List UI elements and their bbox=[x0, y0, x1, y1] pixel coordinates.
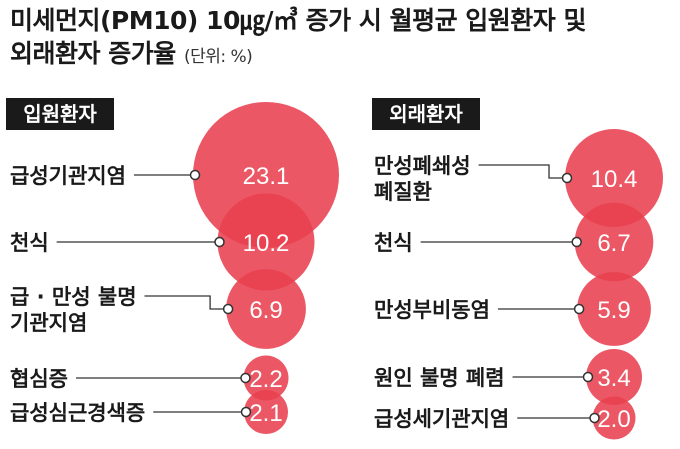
value-label: 6.7 bbox=[597, 230, 630, 257]
category-label: 만성부비동염 bbox=[374, 298, 490, 322]
title-line-2-text: 외래환자 증가율 bbox=[10, 39, 176, 68]
title-line-1: 미세먼지(PM10) 10㎍/㎥ 증가 시 월평균 입원환자 및 bbox=[10, 6, 587, 35]
panel-badge bbox=[6, 98, 114, 130]
leader-dot bbox=[561, 172, 573, 184]
title-line-2: 외래환자 증가율 (단위: %) bbox=[10, 37, 675, 74]
category-label: 급 · 만성 불명 bbox=[10, 285, 137, 309]
bubble bbox=[244, 390, 288, 434]
leader-line bbox=[144, 295, 229, 310]
bubble bbox=[226, 269, 306, 349]
bubble bbox=[243, 355, 289, 401]
value-label: 3.4 bbox=[597, 365, 630, 392]
value-label: 2.1 bbox=[249, 400, 282, 427]
panel-badge bbox=[372, 98, 480, 130]
leader-dot bbox=[222, 303, 234, 315]
unit-label: (단위: %) bbox=[183, 47, 253, 67]
value-label: 2.0 bbox=[597, 406, 630, 433]
leader-dot bbox=[189, 169, 201, 181]
category-label: 급성심근경색증 bbox=[10, 401, 145, 425]
bubble bbox=[577, 272, 651, 346]
bubble bbox=[586, 349, 642, 405]
leader-line bbox=[478, 164, 568, 179]
leader-dot bbox=[240, 406, 252, 418]
category-label: 급성세기관지염 bbox=[374, 407, 509, 431]
category-label: 기관지염 bbox=[10, 311, 87, 335]
leader-dot bbox=[582, 371, 594, 383]
value-label: 10.2 bbox=[243, 230, 290, 257]
category-label: 폐질환 bbox=[374, 180, 432, 204]
leader-dot bbox=[214, 236, 225, 248]
category-label: 협심증 bbox=[10, 367, 68, 391]
value-label: 10.4 bbox=[591, 166, 638, 193]
panel-title: 입원환자 bbox=[23, 102, 97, 126]
category-label: 급성기관지염 bbox=[10, 164, 126, 188]
leader-dot bbox=[571, 236, 582, 248]
leader-dot bbox=[240, 372, 251, 384]
value-label: 6.9 bbox=[249, 297, 282, 324]
category-label: 천식 bbox=[374, 231, 413, 255]
bubble bbox=[574, 202, 654, 282]
category-label: 천식 bbox=[10, 231, 49, 255]
bubble bbox=[565, 129, 663, 227]
leader-dot bbox=[573, 303, 585, 315]
leader-dot bbox=[589, 412, 600, 424]
value-label: 23.1 bbox=[243, 163, 290, 190]
panel-title: 외래환자 bbox=[389, 102, 463, 126]
value-label: 5.9 bbox=[597, 297, 630, 324]
chart-title: 미세먼지(PM10) 10㎍/㎥ 증가 시 월평균 입원환자 및 외래환자 증가… bbox=[10, 4, 675, 74]
category-label: 만성폐쇄성 bbox=[374, 154, 471, 178]
bubble bbox=[217, 193, 315, 291]
bubble bbox=[592, 396, 636, 440]
value-label: 2.2 bbox=[249, 366, 282, 393]
category-label: 원인 불명 폐렴 bbox=[374, 366, 505, 390]
